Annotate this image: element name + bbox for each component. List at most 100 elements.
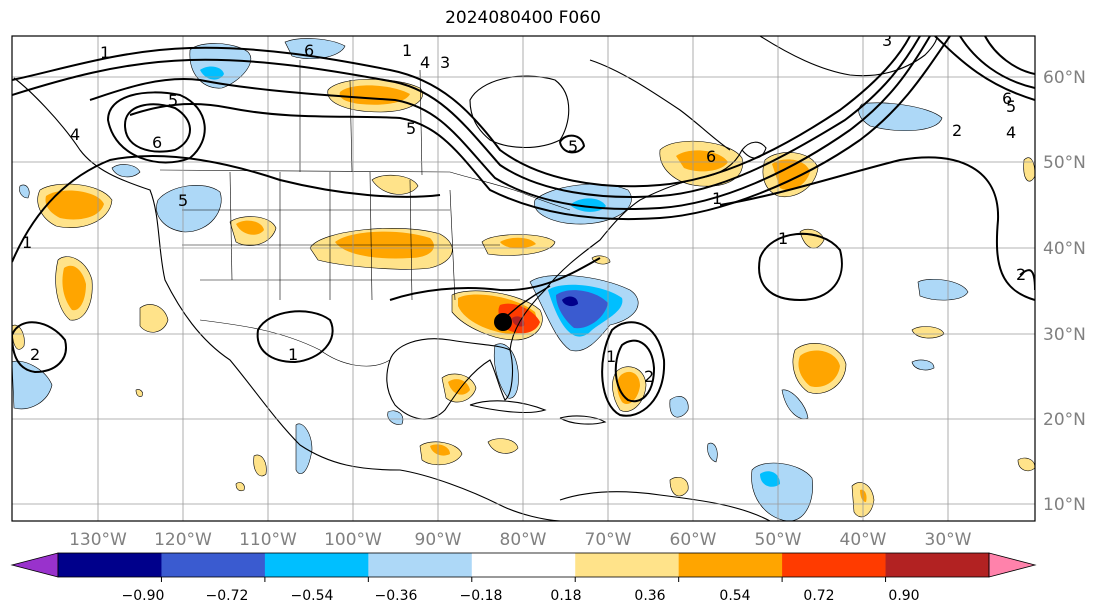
pos-anomaly-caribbean-small xyxy=(487,438,519,454)
lat-label-60n: 60°N xyxy=(1043,68,1086,88)
contour-label: 1 xyxy=(22,233,32,252)
neg-anomaly-bc xyxy=(156,185,222,233)
contour-label: 1 xyxy=(606,347,616,366)
canada-province-c xyxy=(419,69,423,176)
contour-label: 6 xyxy=(706,147,716,166)
pos-anomaly-tiny-b xyxy=(135,389,143,397)
colorbar-ticks xyxy=(160,577,887,582)
latitude-labels: 60°N 50°N 40°N 30°N 20°N 10°N xyxy=(1043,68,1086,515)
contour-east-north-1 xyxy=(934,36,1035,101)
colorbar-tick-label: 0.36 xyxy=(634,588,665,604)
contour-trough-1 xyxy=(12,155,441,263)
colorbar-outline xyxy=(57,552,990,578)
storm-track-line xyxy=(499,285,551,323)
lon-label-80w: 80°W xyxy=(500,530,547,550)
coast-hispaniola xyxy=(559,415,607,425)
pos-anomaly-antilles xyxy=(669,477,689,497)
contour-label: 2 xyxy=(952,121,962,140)
pos-anomaly-north-atlantic-core xyxy=(772,159,810,191)
colorbar-min-extension xyxy=(10,552,59,578)
lon-label-110w: 110°W xyxy=(239,530,297,550)
contour-label: 3 xyxy=(882,31,892,50)
us-canada-border xyxy=(159,169,571,211)
lat-label-30n: 30°N xyxy=(1043,325,1086,345)
contour-label: 1 xyxy=(778,229,788,248)
coast-south-america xyxy=(559,491,771,521)
state-line-a xyxy=(229,171,233,281)
lat-label-40n: 40°N xyxy=(1043,239,1086,259)
coast-greenland xyxy=(759,36,938,77)
colorbar-tick-label: −0.36 xyxy=(375,588,418,604)
contour-bermuda-1 xyxy=(601,321,666,417)
colorbar-tick-label: 0.18 xyxy=(550,588,581,604)
coast-labrador xyxy=(589,59,731,151)
map-title: 2024080400 F060 xyxy=(445,8,601,28)
colorbar-segment xyxy=(58,553,162,577)
pos-anomaly-pacific-small xyxy=(253,454,267,477)
colorbar-segment xyxy=(368,553,473,577)
lon-label-120w: 120°W xyxy=(154,530,212,550)
lat-label-10n: 10°N xyxy=(1043,495,1086,515)
lon-label-130w: 130°W xyxy=(69,530,127,550)
canada-province-b xyxy=(349,79,353,173)
neg-anomaly-west xyxy=(12,360,53,410)
neg-anomaly-small-c xyxy=(669,396,689,418)
coast-cuba xyxy=(469,400,547,414)
colorbar-segments xyxy=(58,553,990,577)
map-frame xyxy=(11,35,1036,522)
neg-anomaly-small-d xyxy=(707,442,718,463)
lon-label-60w: 60°W xyxy=(670,530,717,550)
political-boundaries xyxy=(159,60,571,367)
coast-gulf-of-mexico xyxy=(386,338,514,420)
contour-label: 5 xyxy=(406,119,416,138)
us-mexico-border xyxy=(199,319,391,367)
contour-jet-2 xyxy=(12,36,921,198)
contour-label: 5 xyxy=(568,137,578,156)
contour-lines xyxy=(12,36,1035,417)
pos-anomaly-virginia-coast xyxy=(591,255,611,265)
pos-anomaly-rockies-core xyxy=(236,220,264,235)
storm-track xyxy=(494,285,551,331)
contour-mid-atlantic-high xyxy=(758,232,843,302)
pos-anomaly-far-east-south xyxy=(1017,457,1035,472)
contour-label: 2 xyxy=(30,345,40,364)
storm-position-marker xyxy=(494,313,512,331)
lat-label-50n: 50°N xyxy=(1043,153,1086,173)
contour-label: 1 xyxy=(288,345,298,364)
colorbar-tick-label: −0.90 xyxy=(122,588,165,604)
pos-anomaly-tiny-a xyxy=(235,482,245,492)
neg-anomaly-atlantic-coast-max xyxy=(562,296,578,307)
contour-jet-4 xyxy=(129,36,951,221)
lat-label-20n: 20°N xyxy=(1043,410,1086,430)
colorbar-tick-label: −0.72 xyxy=(206,588,249,604)
colorbar-tick-label: 0.72 xyxy=(803,588,834,604)
contour-alaska-low-6 xyxy=(123,103,191,153)
colorbar: −0.90 −0.72 −0.54 −0.36 −0.18 0.18 0.36 … xyxy=(10,552,1037,604)
neg-anomaly-small-f xyxy=(111,164,141,178)
graticule xyxy=(12,36,1035,521)
colorbar-segment xyxy=(782,553,887,577)
colorbar-segment xyxy=(575,553,680,577)
colorbar-segment xyxy=(161,553,266,577)
contour-pacific-low xyxy=(12,321,67,374)
contour-labrador-5 xyxy=(558,134,586,154)
contour-label: 6 xyxy=(152,133,162,152)
contour-label: 5 xyxy=(168,91,178,110)
lon-label-30w: 30°W xyxy=(925,530,972,550)
contour-jet-1 xyxy=(12,36,911,188)
contour-jet-3 xyxy=(89,36,931,211)
pos-anomaly-midwest-north xyxy=(371,174,419,195)
contour-label: 5 xyxy=(178,191,188,210)
neg-anomaly-small-b xyxy=(781,389,809,420)
map-content: 1 6 4 3 5 6 4 5 1 5 2 1 1 2 1 1 5 5 6 4 … xyxy=(12,31,1035,521)
pos-anomaly-central-america-core xyxy=(430,444,450,456)
contour-label: 4 xyxy=(70,125,80,144)
neg-anomaly-mid-atlantic xyxy=(917,279,969,301)
lon-label-90w: 90°W xyxy=(415,530,462,550)
neg-anomaly-alaska-core xyxy=(200,66,224,80)
colorbar-segment xyxy=(678,553,783,577)
lon-label-100w: 100°W xyxy=(324,530,382,550)
contour-label: 4 xyxy=(420,53,430,72)
pos-anomaly-baja xyxy=(139,304,169,333)
